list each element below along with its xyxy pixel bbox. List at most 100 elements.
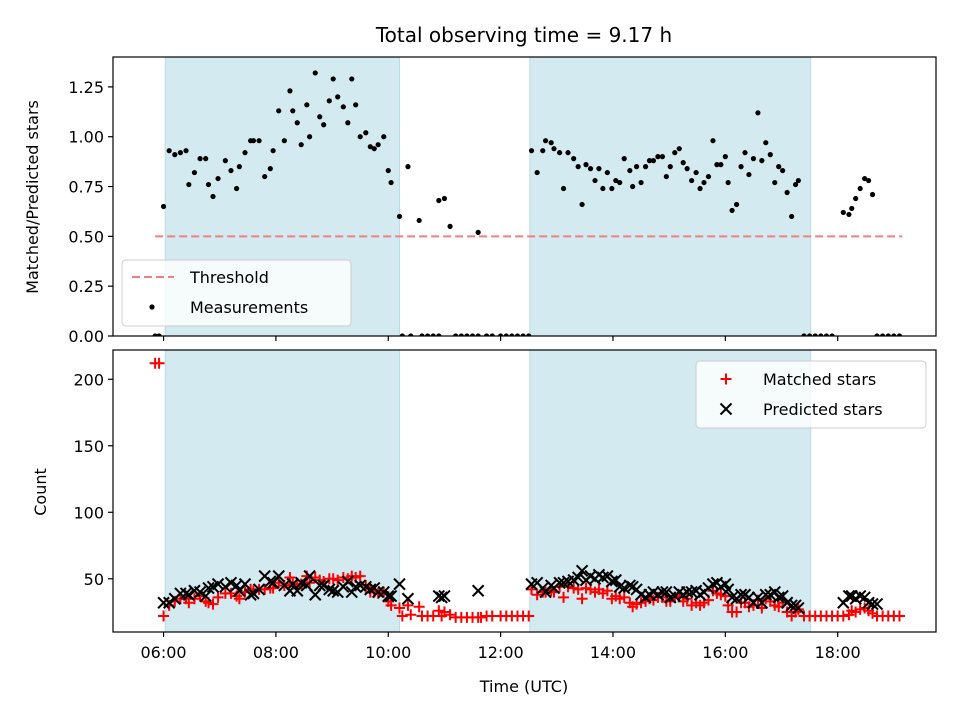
predicted-legend-label: Predicted stars [763,400,883,419]
measurement-point [600,185,606,192]
predicted-star-point [571,571,585,584]
matched-star-point [153,357,165,369]
predicted-star-point [384,589,398,603]
measurement-point [776,164,782,170]
measurement-point [534,169,540,176]
predicted-star-point [725,591,739,604]
measurement-point [290,108,296,114]
measurement-point [172,152,178,158]
matched-star-point [523,610,535,622]
measurement-point [638,179,644,186]
x-axis-label: Time (UTC) [479,677,568,696]
measurement-point [436,333,442,336]
measurement-point [560,185,567,192]
predicted-star-point [252,583,266,596]
predicted-star-point [596,571,610,584]
matched-star-point [531,589,543,601]
measurement-point [663,173,669,180]
measurement-point [823,333,830,336]
measurement-point [256,138,262,144]
matched-star-point [396,610,408,622]
measurement-point [565,150,571,156]
predicted-star-point [327,584,340,597]
predicted-star-point [664,591,677,604]
measurement-point [375,142,381,148]
count-y-tick-label: 50 [84,570,104,589]
matched-star-point [576,593,588,605]
predicted-star-point [182,588,196,601]
matched-star-point [433,605,445,617]
predicted-star-point [613,580,626,593]
matched-star-point [413,601,425,613]
measurement-point [587,166,594,172]
measurement-point [419,333,425,336]
predicted-star-point [219,580,232,593]
measurement-point [780,167,786,174]
measurement-point [396,213,403,220]
matched-star-point [212,591,224,603]
predicted-star-point [435,591,448,604]
count-y-axis-label: Count [31,468,50,516]
ratio-legend: Threshold Measurements [121,259,352,327]
measurement-point [630,183,636,190]
x-tick-label: 12:00 [478,643,524,662]
predicted-star-point [557,576,570,589]
measurement-point [520,333,526,336]
matched-legend-label: Matched stars [763,370,876,389]
measurement-point [750,156,757,162]
legend-box [695,360,927,429]
x-tick-label: 16:00 [702,643,748,662]
matched-star-point [354,570,366,582]
predicted-star-point [303,569,316,583]
measurement-point [862,175,868,182]
measurement-point [215,175,221,182]
ratio-observing-window-2 [529,56,812,337]
measurement-point [896,333,903,336]
measurement-point [689,177,695,184]
measurement-point [236,164,242,170]
predicted-star-point [575,564,589,578]
predicted-star-point [341,575,355,588]
measurement-point [177,150,184,156]
x-tick-label: 08:00 [253,643,299,662]
matched-star-point [233,593,245,605]
measurement-point [458,333,464,336]
ratio-panel: 0.00 0.25 0.50 0.75 1.00 1.25 Threshold Measure… [68,56,937,346]
measurement-point [646,158,653,164]
measurement-point [697,185,703,192]
measurement-point [650,158,657,164]
measurement-point [542,138,549,144]
measurement-point [772,179,778,186]
measurement-point [203,156,209,162]
measurement-point [575,164,581,170]
matched-star-point [158,610,170,622]
measurement-point [388,179,394,186]
measurement-point [801,333,807,336]
ratio-plot-area [152,70,903,336]
measurement-point [381,134,387,140]
measurement-point [436,197,442,204]
measurement-point [672,150,678,156]
count-plot-area [149,357,905,623]
predicted-star-point [199,589,212,603]
legend-box [121,259,352,327]
measurement-point [548,140,554,146]
count-y-tick-label: 150 [73,437,104,456]
measurement-point [891,333,897,336]
measurement-point [298,142,304,148]
measurement-point [405,164,411,170]
ratio-y-tick-label: 1.00 [68,128,104,147]
measurement-point [385,167,391,174]
predicted-star-point [193,585,207,599]
predicted-star-point [471,584,485,597]
predicted-star-point [605,575,619,588]
count-legend: Matched stars Predicted stars [695,360,927,429]
matched-star-point [438,606,450,618]
measurement-point [475,333,481,336]
ratio-y-tick-label: 0.75 [68,178,104,197]
matched-star-point [402,599,414,611]
predicted-star-point [685,585,698,599]
measurement-point [210,193,216,200]
measurement-point [357,134,363,140]
